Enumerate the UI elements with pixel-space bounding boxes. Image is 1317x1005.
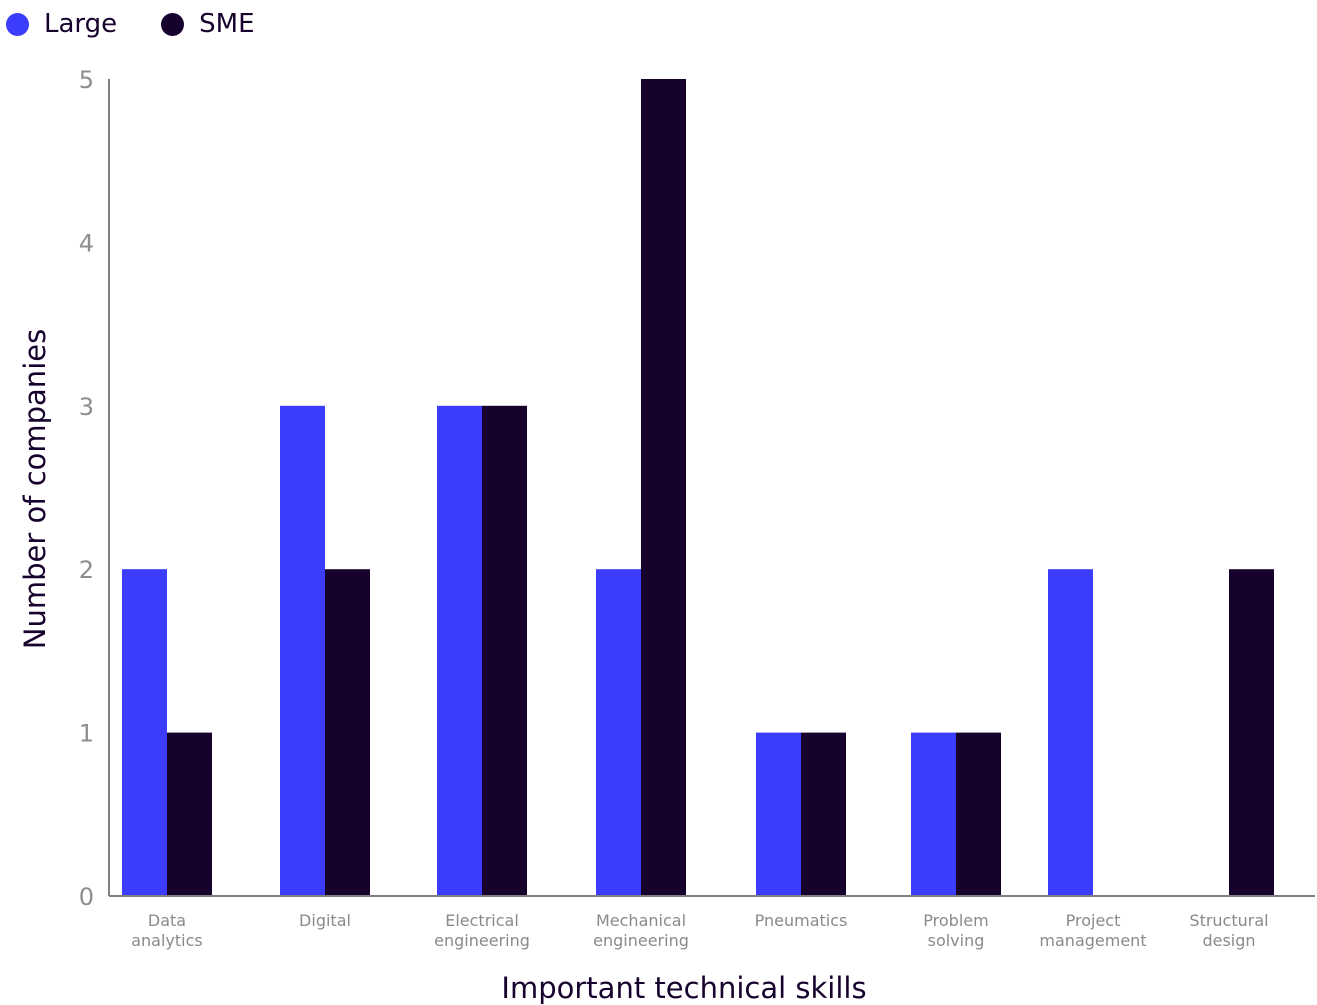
bars-group: [122, 79, 1274, 896]
legend-label-sme: SME: [199, 9, 255, 39]
bar-sme-4: [801, 732, 846, 896]
bar-sme-0: [167, 732, 212, 896]
legend-label-large: Large: [44, 9, 118, 39]
bar-large-0: [122, 569, 167, 896]
chart-legend: Large SME: [6, 8, 299, 40]
x-axis-title: Important technical skills: [501, 971, 866, 1005]
x-category-labels: Data analytics Digital Electrical engineerin…: [131, 911, 1268, 950]
bar-large-5: [911, 732, 956, 896]
y-tick-label-4: 4: [79, 229, 94, 257]
y-tick-label-1: 1: [79, 720, 94, 748]
x-category-label-2: Electrical engineering: [434, 911, 530, 950]
x-category-label-6: Project management: [1039, 911, 1146, 950]
bar-sme-7: [1229, 569, 1274, 896]
x-category-label-4: Pneumatics: [755, 911, 848, 930]
x-category-label-0: Data analytics: [131, 911, 203, 950]
legend-swatch-sme: [161, 12, 185, 36]
x-category-label-5: Problem solving: [923, 911, 988, 950]
bar-large-2: [437, 405, 482, 896]
x-category-label-7: Structural design: [1189, 911, 1268, 950]
bar-sme-3: [641, 79, 686, 896]
bar-large-1: [280, 405, 325, 896]
y-tick-label-5: 5: [79, 66, 94, 94]
legend-swatch-large: [6, 12, 29, 36]
y-tick-labels: 0 1 2 3 4 5: [79, 66, 94, 911]
y-tick-label-0: 0: [79, 883, 94, 911]
bar-large-4: [756, 732, 801, 896]
y-tick-label-3: 3: [79, 393, 94, 421]
bar-sme-5: [956, 732, 1001, 896]
legend-item-sme[interactable]: SME: [161, 9, 255, 39]
x-category-label-1: Digital: [299, 911, 351, 930]
x-category-label-3: Mechanical engineering: [593, 911, 689, 950]
bar-sme-1: [325, 569, 370, 896]
y-axis-title: Number of companies: [18, 329, 52, 649]
bar-large-3: [596, 569, 641, 896]
bar-large-6: [1048, 569, 1093, 896]
y-tick-label-2: 2: [79, 556, 94, 584]
legend-item-large[interactable]: Large: [6, 9, 117, 39]
bar-sme-2: [482, 405, 527, 896]
